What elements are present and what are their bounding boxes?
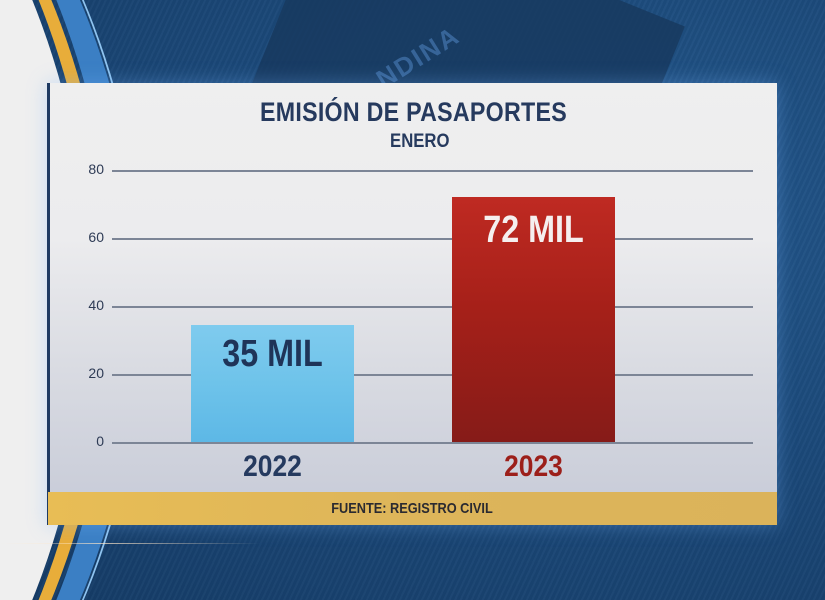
bar-value-label: 72 MIL — [483, 209, 584, 251]
bar-value-label: 35 MIL — [222, 333, 323, 375]
chart-subtitle: ENERO — [390, 131, 450, 152]
bar-2023: 72 MIL — [452, 197, 615, 442]
y-tick-80: 80 — [88, 161, 104, 177]
chart-panel: EMISIÓN DE PASAPORTES ENERO 80 60 40 20 … — [47, 83, 777, 525]
gridline-20 — [112, 374, 753, 376]
y-tick-20: 20 — [88, 365, 104, 381]
x-label-2022: 2022 — [243, 450, 302, 483]
bar-2022: 35 MIL — [191, 325, 354, 442]
gridline-40 — [112, 306, 753, 308]
y-tick-0: 0 — [96, 433, 104, 449]
y-tick-40: 40 — [88, 297, 104, 313]
source-text: FUENTE: REGISTRO CIVIL — [331, 500, 494, 517]
light-flare — [0, 543, 260, 544]
gridline-60 — [112, 238, 753, 240]
x-label-2023: 2023 — [504, 450, 563, 483]
gridline-0 — [112, 442, 753, 444]
gridline-80 — [112, 170, 753, 172]
chart-title: EMISIÓN DE PASAPORTES — [260, 97, 567, 127]
y-tick-60: 60 — [88, 229, 104, 245]
source-footer: FUENTE: REGISTRO CIVIL — [48, 492, 777, 525]
